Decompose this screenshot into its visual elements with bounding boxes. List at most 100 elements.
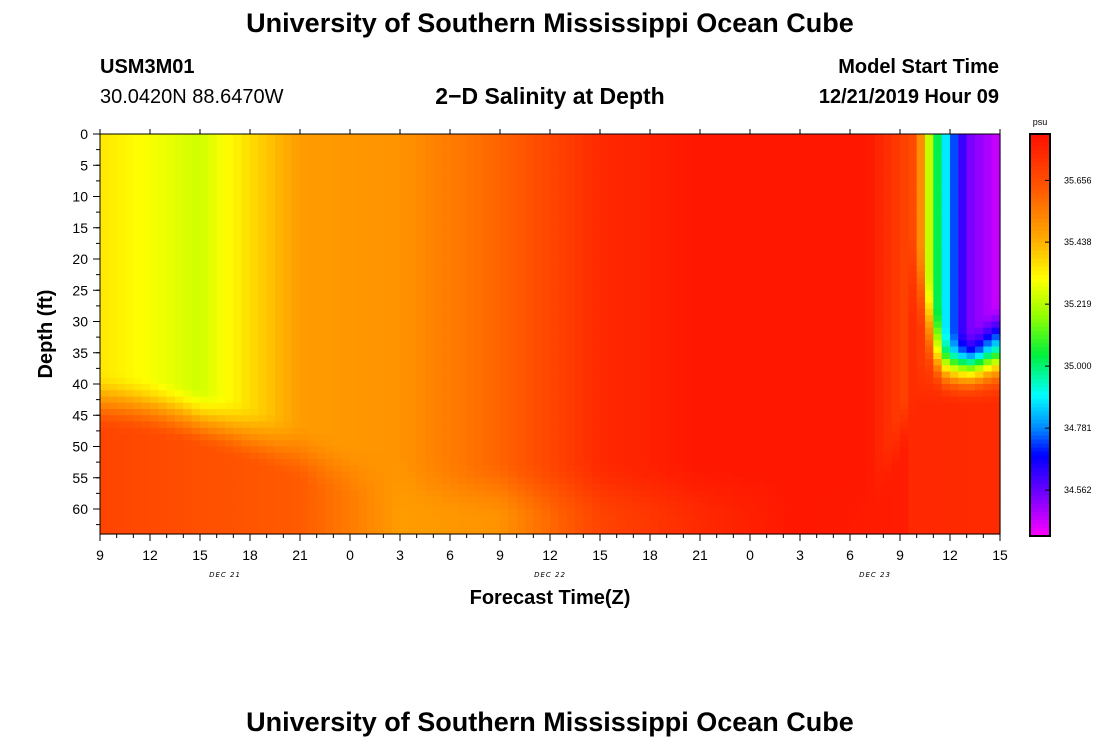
heatmap-cell bbox=[600, 152, 609, 160]
heatmap-cell bbox=[650, 140, 659, 148]
heatmap-cell bbox=[291, 352, 301, 360]
heatmap-cell bbox=[541, 315, 551, 323]
heatmap-cell bbox=[616, 227, 626, 235]
heatmap-cell bbox=[125, 446, 134, 454]
heatmap-cell bbox=[358, 409, 368, 416]
heatmap-cell bbox=[308, 415, 318, 423]
heatmap-cell bbox=[483, 384, 493, 391]
heatmap-cell bbox=[466, 434, 476, 441]
heatmap-cell bbox=[383, 390, 393, 398]
heatmap-cell bbox=[308, 252, 318, 260]
heatmap-cell bbox=[633, 321, 643, 329]
heatmap-cell bbox=[691, 484, 701, 491]
heatmap-cell bbox=[433, 477, 443, 485]
heatmap-cell bbox=[616, 309, 626, 316]
heatmap-cell bbox=[425, 252, 434, 260]
heatmap-cell bbox=[333, 171, 343, 179]
heatmap-cell bbox=[608, 184, 618, 191]
heatmap-cell bbox=[308, 184, 318, 191]
heatmap-cell bbox=[591, 302, 601, 310]
heatmap-cell bbox=[166, 159, 176, 166]
heatmap-cell bbox=[300, 184, 309, 191]
heatmap-cell bbox=[458, 290, 468, 298]
heatmap-cell bbox=[716, 359, 726, 366]
heatmap-cell bbox=[400, 409, 409, 416]
heatmap-cell bbox=[616, 246, 626, 254]
heatmap-cell bbox=[216, 452, 226, 460]
heatmap-cell bbox=[508, 340, 518, 348]
heatmap-cell bbox=[391, 415, 401, 423]
heatmap-cell bbox=[316, 384, 326, 391]
heatmap-cell bbox=[366, 234, 376, 241]
heatmap-cell bbox=[500, 340, 509, 348]
heatmap-cell bbox=[350, 202, 359, 210]
heatmap-cell bbox=[408, 140, 418, 148]
heatmap-cell bbox=[141, 459, 151, 466]
heatmap-cell bbox=[733, 334, 743, 341]
heatmap-cell bbox=[558, 159, 568, 166]
heatmap-cell bbox=[350, 196, 359, 204]
heatmap-cell bbox=[441, 465, 451, 473]
heatmap-cell bbox=[183, 221, 193, 229]
heatmap-cell bbox=[425, 421, 434, 429]
heatmap-cell bbox=[158, 384, 168, 391]
heatmap-cell bbox=[166, 284, 176, 291]
heatmap-cell bbox=[566, 521, 576, 529]
heatmap-cell bbox=[608, 202, 618, 210]
heatmap-cell bbox=[600, 415, 609, 423]
heatmap-cell bbox=[725, 502, 734, 510]
heatmap-cell bbox=[533, 371, 543, 379]
heatmap-cell bbox=[583, 159, 593, 166]
heatmap-cell bbox=[308, 271, 318, 279]
heatmap-cell bbox=[366, 515, 376, 523]
heatmap-cell bbox=[300, 202, 309, 210]
heatmap-cell bbox=[708, 446, 718, 454]
heatmap-cell bbox=[100, 290, 109, 298]
heatmap-cell bbox=[641, 196, 651, 204]
heatmap-cell bbox=[733, 477, 743, 485]
heatmap-cell bbox=[308, 177, 318, 185]
heatmap-cell bbox=[508, 196, 518, 204]
heatmap-cell bbox=[325, 215, 334, 223]
heatmap-cell bbox=[133, 327, 143, 335]
heatmap-cell bbox=[125, 371, 134, 379]
heatmap-cell bbox=[741, 521, 751, 529]
heatmap-cell bbox=[433, 465, 443, 473]
heatmap-cell bbox=[116, 134, 126, 141]
heatmap-cell bbox=[125, 221, 134, 229]
heatmap-cell bbox=[500, 227, 509, 235]
heatmap-cell bbox=[716, 446, 726, 454]
heatmap-cell bbox=[466, 421, 476, 429]
heatmap-cell bbox=[608, 234, 618, 241]
heatmap-cell bbox=[291, 321, 301, 329]
heatmap-cell bbox=[408, 227, 418, 235]
heatmap-cell bbox=[325, 146, 334, 154]
heatmap-cell bbox=[208, 452, 218, 460]
heatmap-cell bbox=[208, 527, 218, 535]
heatmap-cell bbox=[350, 365, 359, 373]
heatmap-cell bbox=[183, 240, 193, 248]
heatmap-cell bbox=[500, 302, 509, 310]
heatmap-cell bbox=[725, 421, 734, 429]
heatmap-cell bbox=[291, 327, 301, 335]
heatmap-cell bbox=[458, 215, 468, 223]
heatmap-cell bbox=[725, 159, 734, 166]
heatmap-cell bbox=[283, 309, 293, 316]
heatmap-cell bbox=[241, 290, 251, 298]
heatmap-cell bbox=[700, 509, 709, 516]
heatmap-cell bbox=[575, 384, 584, 391]
heatmap-cell bbox=[425, 427, 434, 435]
heatmap-cell bbox=[225, 159, 234, 166]
heatmap-cell bbox=[283, 240, 293, 248]
heatmap-cell bbox=[541, 321, 551, 329]
heatmap-cell bbox=[558, 484, 568, 491]
heatmap-cell bbox=[141, 509, 151, 516]
heatmap-cell bbox=[358, 177, 368, 185]
heatmap-cell bbox=[283, 146, 293, 154]
heatmap-cell bbox=[425, 459, 434, 466]
heatmap-cell bbox=[166, 146, 176, 154]
heatmap-cell bbox=[733, 434, 743, 441]
heatmap-cell bbox=[241, 171, 251, 179]
heatmap-cell bbox=[600, 502, 609, 510]
heatmap-cell bbox=[358, 240, 368, 248]
